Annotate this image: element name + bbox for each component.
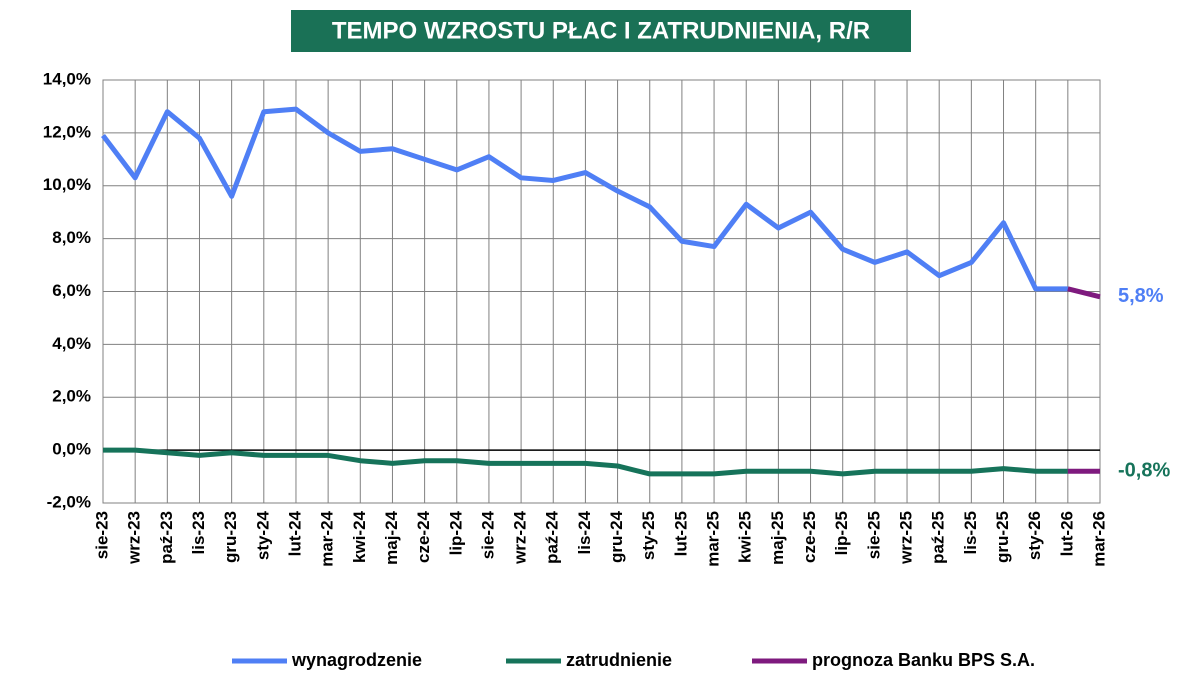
title-background [291,10,911,52]
y-tick-label: 10,0% [43,175,91,194]
y-tick-label: 14,0% [43,69,91,88]
x-tick-label: wrz-23 [125,511,144,565]
x-tick-label: lis-23 [189,511,208,554]
series-line [1067,286,1101,300]
x-tick-label: mar-26 [1089,511,1108,567]
x-tick-label: sie-25 [864,511,883,559]
end-label: 5,8% [1118,285,1164,307]
series-line [103,447,1068,477]
y-tick-label: 2,0% [52,387,91,406]
x-tick-label: sie-23 [92,511,111,559]
legend-label: zatrudnienie [566,650,672,670]
end-label: -0,8% [1118,460,1170,482]
x-tick-label: lut-25 [671,511,690,556]
x-tick-label: sie-24 [478,510,497,559]
y-tick-label: -2,0% [47,492,91,511]
x-tick-label: lis-25 [961,511,980,554]
y-tick-label: 0,0% [52,440,91,459]
x-tick-label: maj-25 [768,511,787,565]
x-tick-label: maj-24 [382,510,401,564]
legend-label: wynagrodzenie [291,650,422,670]
legend-label: prognoza Banku BPS S.A. [812,650,1035,670]
x-tick-label: gru-24 [607,510,626,563]
x-tick-label: cze-25 [800,511,819,563]
x-tick-label: wrz-25 [897,511,916,565]
x-tick-label: sty-25 [639,511,658,560]
x-tick-label: gru-25 [993,511,1012,563]
x-tick-label: paź-23 [157,511,176,564]
x-tick-label: sty-24 [253,510,272,560]
y-tick-label: 12,0% [43,122,91,141]
x-tick-label: lut-26 [1057,511,1076,556]
x-tick-label: paź-25 [929,511,948,564]
x-tick-label: sty-26 [1025,511,1044,560]
x-tick-label: paź-24 [543,510,562,563]
y-tick-label: 4,0% [52,334,91,353]
x-tick-label: lis-24 [575,510,594,554]
x-tick-label: lip-25 [832,511,851,555]
x-tick-label: kwi-24 [350,510,369,563]
y-tick-label: 8,0% [52,228,91,247]
x-tick-label: cze-24 [414,510,433,563]
x-tick-label: lut-24 [285,510,304,556]
x-tick-label: gru-23 [221,511,240,563]
series-line [101,106,1068,292]
y-tick-label: 6,0% [52,281,91,300]
x-tick-label: kwi-25 [736,511,755,563]
chart-title: TEMPO WZROSTU PŁAC I ZATRUDNIENIA, R/R [332,17,870,44]
x-tick-label: wrz-24 [511,510,530,564]
x-tick-label: mar-24 [318,510,337,566]
x-tick-label: lip-24 [446,510,465,555]
x-tick-label: mar-25 [704,511,723,567]
